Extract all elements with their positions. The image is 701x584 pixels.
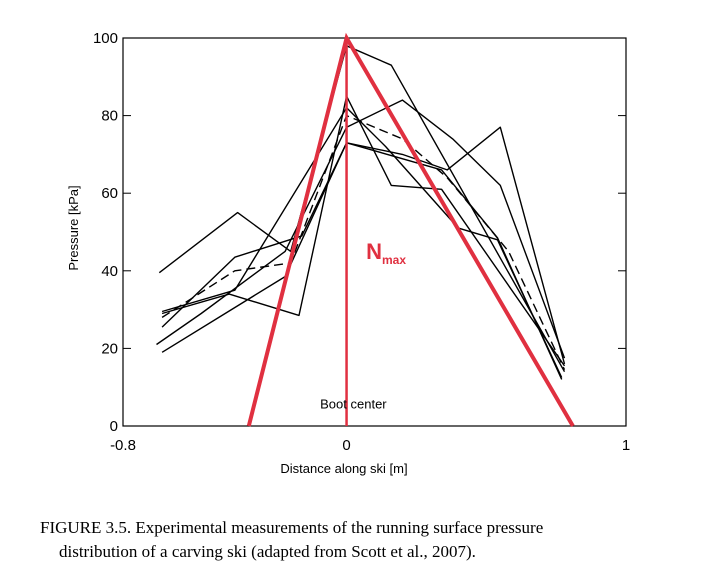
x-tick-label: 1 — [622, 437, 630, 454]
series-line-3 — [161, 126, 566, 365]
caption-line-1: FIGURE 3.5. Experimental measurements of… — [40, 518, 544, 537]
y-tick-label: 0 — [110, 418, 118, 435]
y-tick-label: 80 — [101, 108, 118, 125]
y-tick-label: 100 — [93, 30, 118, 47]
series-line-6 — [161, 107, 563, 378]
x-tick-label: -0.8 — [110, 437, 136, 454]
series-line-1 — [158, 45, 566, 373]
pressure-chart: 0 20 40 60 80 100 -0.8 0 1 Pressure [kPa] Distan… — [66, 30, 630, 476]
series-line-2 — [161, 95, 566, 367]
plot-frame — [122, 37, 627, 427]
figure-caption: FIGURE 3.5. Experimental measurements of… — [40, 516, 690, 564]
overlay-layer — [246, 32, 575, 428]
boot-center-annotation: Boot center — [320, 397, 387, 412]
series-line-7 — [161, 114, 566, 370]
nmax-label: Nmax — [366, 239, 406, 267]
series-line-4 — [156, 99, 566, 359]
y-tick-label: 60 — [101, 185, 118, 202]
axis-ticks: 0 20 40 60 80 100 -0.8 0 1 — [93, 30, 630, 454]
nmax-subscript: max — [382, 253, 406, 267]
y-tick-label: 20 — [101, 340, 118, 357]
x-tick-label: 0 — [342, 437, 350, 454]
caption-line-2: distribution of a carving ski (adapted f… — [59, 542, 476, 561]
y-tick-label: 40 — [101, 263, 118, 280]
pressure-triangle — [246, 32, 575, 428]
series-layer — [156, 45, 566, 380]
x-axis-label: Distance along ski [m] — [280, 461, 407, 476]
y-axis-label: Pressure [kPa] — [66, 185, 81, 270]
nmax-main: N — [366, 239, 382, 264]
